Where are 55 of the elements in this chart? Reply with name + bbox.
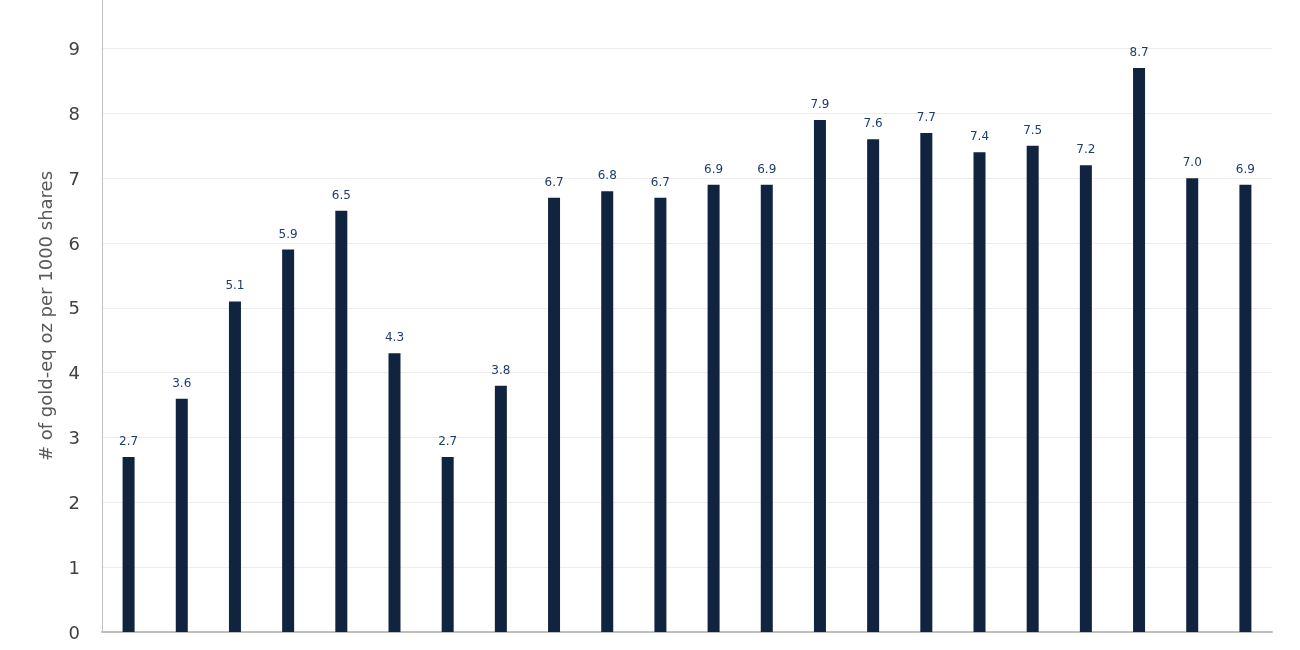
bar [335,210,348,632]
data-label: 4.3 [384,330,405,345]
bar [920,132,933,632]
data-label: 7.7 [916,109,936,124]
data-label: 7.6 [863,116,883,131]
data-label: 7.9 [810,96,830,111]
bar [122,456,135,632]
y-tick-label: 7 [68,167,80,189]
y-tick-label: 2 [68,491,80,513]
bar [654,197,667,632]
bar [494,385,507,632]
y-tick-label: 6 [68,232,80,254]
data-label: 3.8 [491,362,511,377]
data-label: 8.7 [1129,45,1149,60]
bar [1079,165,1092,632]
y-tick-label: 3 [68,427,80,449]
bar [228,301,241,632]
data-label: 7.5 [1023,122,1043,137]
y-axis-title: # of gold-eq oz per 1000 shares [34,170,56,462]
data-label: 7.4 [969,129,990,144]
y-tick-label: 1 [68,556,80,578]
data-label: 2.7 [119,433,139,448]
bar [1133,68,1146,632]
bar [867,139,880,632]
y-tick-label: 8 [68,102,80,124]
bar [601,191,614,632]
data-label: 6.9 [704,161,724,176]
bar [388,353,401,632]
data-label: 7.2 [1076,142,1096,157]
bar [707,184,720,632]
data-label: 7.0 [1182,155,1202,170]
bar [760,184,773,632]
bar [973,152,986,632]
bar [548,197,561,632]
data-label: 2.7 [438,433,458,448]
bar [175,398,188,632]
bar [1186,178,1199,632]
y-tick-label: 4 [68,362,80,384]
data-label: 5.1 [225,278,245,293]
bar [441,456,454,632]
data-label: 6.8 [597,168,617,183]
data-label: 6.7 [544,174,564,189]
y-tick-label: 0 [68,621,80,643]
data-label: 6.5 [331,187,351,202]
data-label: 6.9 [757,161,777,176]
data-label: 5.9 [278,226,298,241]
bar [282,249,295,632]
bar [1239,184,1252,632]
y-tick-label: 5 [68,297,80,319]
data-label: 6.9 [1235,161,1255,176]
data-label: 6.7 [650,174,670,189]
bar [1026,145,1039,632]
y-tick-label: 9 [68,38,80,60]
data-label: 3.6 [172,375,192,390]
bar [813,119,826,632]
